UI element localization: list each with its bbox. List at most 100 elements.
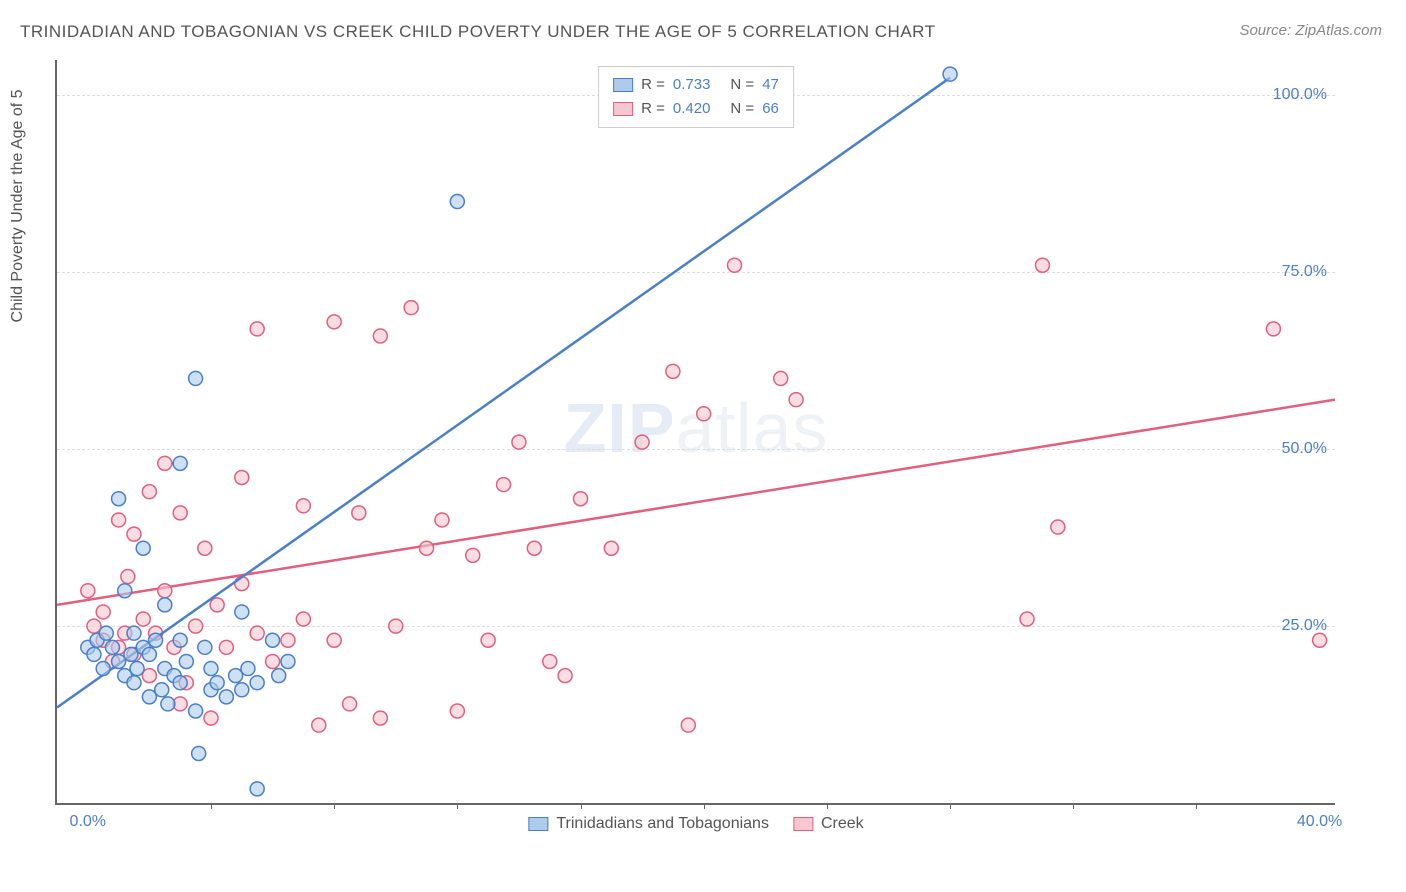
trend-line <box>57 78 950 708</box>
data-point <box>87 647 101 661</box>
data-point <box>727 258 741 272</box>
xtick-mark <box>950 803 951 809</box>
data-point <box>173 676 187 690</box>
data-point <box>121 570 135 584</box>
data-point <box>527 541 541 555</box>
data-point <box>296 499 310 513</box>
data-point <box>235 683 249 697</box>
series-b-name: Creek <box>821 815 864 833</box>
legend-swatch-a <box>613 78 633 92</box>
legend-stats: R = 0.733 N = 47 R = 0.420 N = 66 <box>598 66 794 128</box>
r-value-b: 0.420 <box>673 97 711 121</box>
data-point <box>204 711 218 725</box>
data-point <box>192 746 206 760</box>
data-point <box>81 584 95 598</box>
data-point <box>497 478 511 492</box>
xtick-label: 40.0% <box>1297 813 1342 831</box>
data-point <box>241 662 255 676</box>
data-point <box>681 718 695 732</box>
data-point <box>250 322 264 336</box>
data-point <box>327 315 341 329</box>
xtick-mark <box>211 803 212 809</box>
chart-title: TRINIDADIAN AND TOBAGONIAN VS CREEK CHIL… <box>20 22 936 42</box>
data-point <box>161 697 175 711</box>
xtick-mark <box>581 803 582 809</box>
xtick-mark <box>457 803 458 809</box>
data-point <box>235 605 249 619</box>
series-a-name: Trinidadians and Tobagonians <box>556 815 769 833</box>
data-point <box>136 541 150 555</box>
xtick-mark <box>1073 803 1074 809</box>
data-point <box>266 654 280 668</box>
data-point <box>189 619 203 633</box>
data-point <box>189 371 203 385</box>
data-point <box>352 506 366 520</box>
xtick-label: 0.0% <box>70 813 106 831</box>
data-point <box>173 506 187 520</box>
data-point <box>235 470 249 484</box>
n-value-a: 47 <box>762 73 779 97</box>
data-point <box>158 584 172 598</box>
legend-item-b: Creek <box>793 815 864 833</box>
data-point <box>1035 258 1049 272</box>
data-point <box>296 612 310 626</box>
data-point <box>136 612 150 626</box>
correlation-chart: TRINIDADIAN AND TOBAGONIAN VS CREEK CHIL… <box>0 0 1406 892</box>
legend-swatch-a2 <box>528 817 548 831</box>
xtick-mark <box>1196 803 1197 809</box>
data-point <box>210 676 224 690</box>
data-point <box>130 662 144 676</box>
data-point <box>149 633 163 647</box>
data-point <box>127 676 141 690</box>
data-point <box>96 605 110 619</box>
data-point <box>404 301 418 315</box>
data-point <box>266 633 280 647</box>
data-point <box>112 513 126 527</box>
data-point <box>373 711 387 725</box>
legend-stats-row-a: R = 0.733 N = 47 <box>613 73 779 97</box>
legend-stats-row-b: R = 0.420 N = 66 <box>613 97 779 121</box>
data-point <box>158 456 172 470</box>
plot-area: ZIPatlas R = 0.733 N = 47 R = 0.420 N = … <box>55 60 1335 805</box>
data-point <box>235 577 249 591</box>
data-point <box>250 626 264 640</box>
data-point <box>604 541 618 555</box>
data-point <box>481 633 495 647</box>
data-point <box>173 633 187 647</box>
data-point <box>420 541 434 555</box>
data-point <box>343 697 357 711</box>
data-point <box>666 364 680 378</box>
data-point <box>250 782 264 796</box>
xtick-mark <box>704 803 705 809</box>
data-point <box>543 654 557 668</box>
data-point <box>435 513 449 527</box>
data-point <box>558 669 572 683</box>
data-point <box>118 584 132 598</box>
data-point <box>210 598 224 612</box>
data-point <box>774 371 788 385</box>
data-point <box>250 676 264 690</box>
data-point <box>389 619 403 633</box>
data-point <box>155 683 169 697</box>
data-point <box>281 654 295 668</box>
data-point <box>574 492 588 506</box>
r-value-a: 0.733 <box>673 73 711 97</box>
data-point <box>1266 322 1280 336</box>
data-point <box>327 633 341 647</box>
legend-series: Trinidadians and Tobagonians Creek <box>528 815 863 833</box>
data-point <box>204 662 218 676</box>
xtick-mark <box>827 803 828 809</box>
data-point <box>179 654 193 668</box>
data-point <box>173 456 187 470</box>
legend-item-a: Trinidadians and Tobagonians <box>528 815 769 833</box>
data-point <box>142 485 156 499</box>
n-value-b: 66 <box>762 97 779 121</box>
data-point <box>158 598 172 612</box>
data-point <box>219 640 233 654</box>
data-point <box>450 195 464 209</box>
data-point <box>281 633 295 647</box>
data-point <box>450 704 464 718</box>
data-point <box>96 662 110 676</box>
data-point <box>99 626 113 640</box>
data-point <box>105 640 119 654</box>
